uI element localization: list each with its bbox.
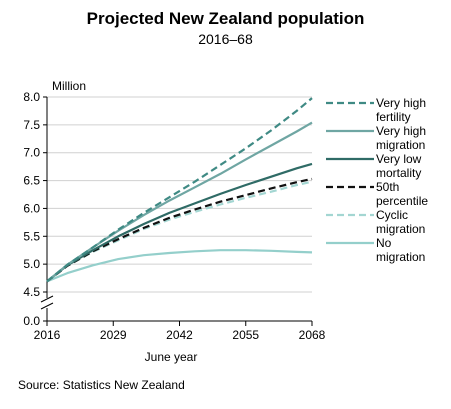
chart-subtitle: 2016–68	[198, 31, 253, 47]
series-line	[46, 97, 313, 283]
y-tick-label: 7.5	[23, 118, 40, 132]
chart-title: Projected New Zealand population	[86, 9, 365, 28]
x-tick-label: 2068	[299, 328, 326, 342]
legend-label: migration	[376, 250, 425, 264]
y-tick-label: 6.0	[23, 201, 40, 215]
legend-label: percentile	[376, 194, 428, 208]
legend-label: 50th	[376, 180, 399, 194]
y-tick-label: 8.0	[23, 90, 40, 104]
x-tick-label: 2016	[34, 328, 61, 342]
legend-label: mortality	[376, 166, 421, 180]
y-tick-label: 4.5	[23, 285, 40, 299]
legend-label: fertility	[376, 110, 411, 124]
y-axis-label: Million	[52, 79, 86, 93]
source-note: Source: Statistics New Zealand	[18, 378, 185, 392]
y-tick-label: 0.0	[23, 314, 40, 328]
y-tick-label: 7.0	[23, 146, 40, 160]
x-tick-label: 2042	[166, 328, 193, 342]
legend-label: Very high	[376, 124, 426, 138]
legend-label: Cyclic	[376, 208, 408, 222]
legend-label: migration	[376, 222, 425, 236]
axes: 0.0 4.5 5.0 5.5 6.0 6.5 7.0 7.5 8.0 2016 2029 2042 2…	[23, 90, 325, 342]
axis-break-mark	[40, 295, 54, 303]
x-tick-label: 2029	[100, 328, 127, 342]
legend-label: Very low	[376, 152, 422, 166]
gridlines	[47, 96, 312, 293]
y-tick-label: 5.0	[23, 257, 40, 271]
legend-label: migration	[376, 138, 425, 152]
axis-break-mark	[40, 302, 54, 310]
series-line	[46, 249, 313, 283]
legend-label: Very high	[376, 96, 426, 110]
x-axis-label: June year	[145, 350, 198, 364]
series-lines	[46, 97, 313, 283]
y-tick-label: 6.5	[23, 174, 40, 188]
legend-label: No	[376, 236, 392, 250]
series-line	[46, 121, 313, 283]
x-tick-label: 2055	[232, 328, 259, 342]
series-line	[46, 162, 313, 283]
y-tick-label: 5.5	[23, 229, 40, 243]
